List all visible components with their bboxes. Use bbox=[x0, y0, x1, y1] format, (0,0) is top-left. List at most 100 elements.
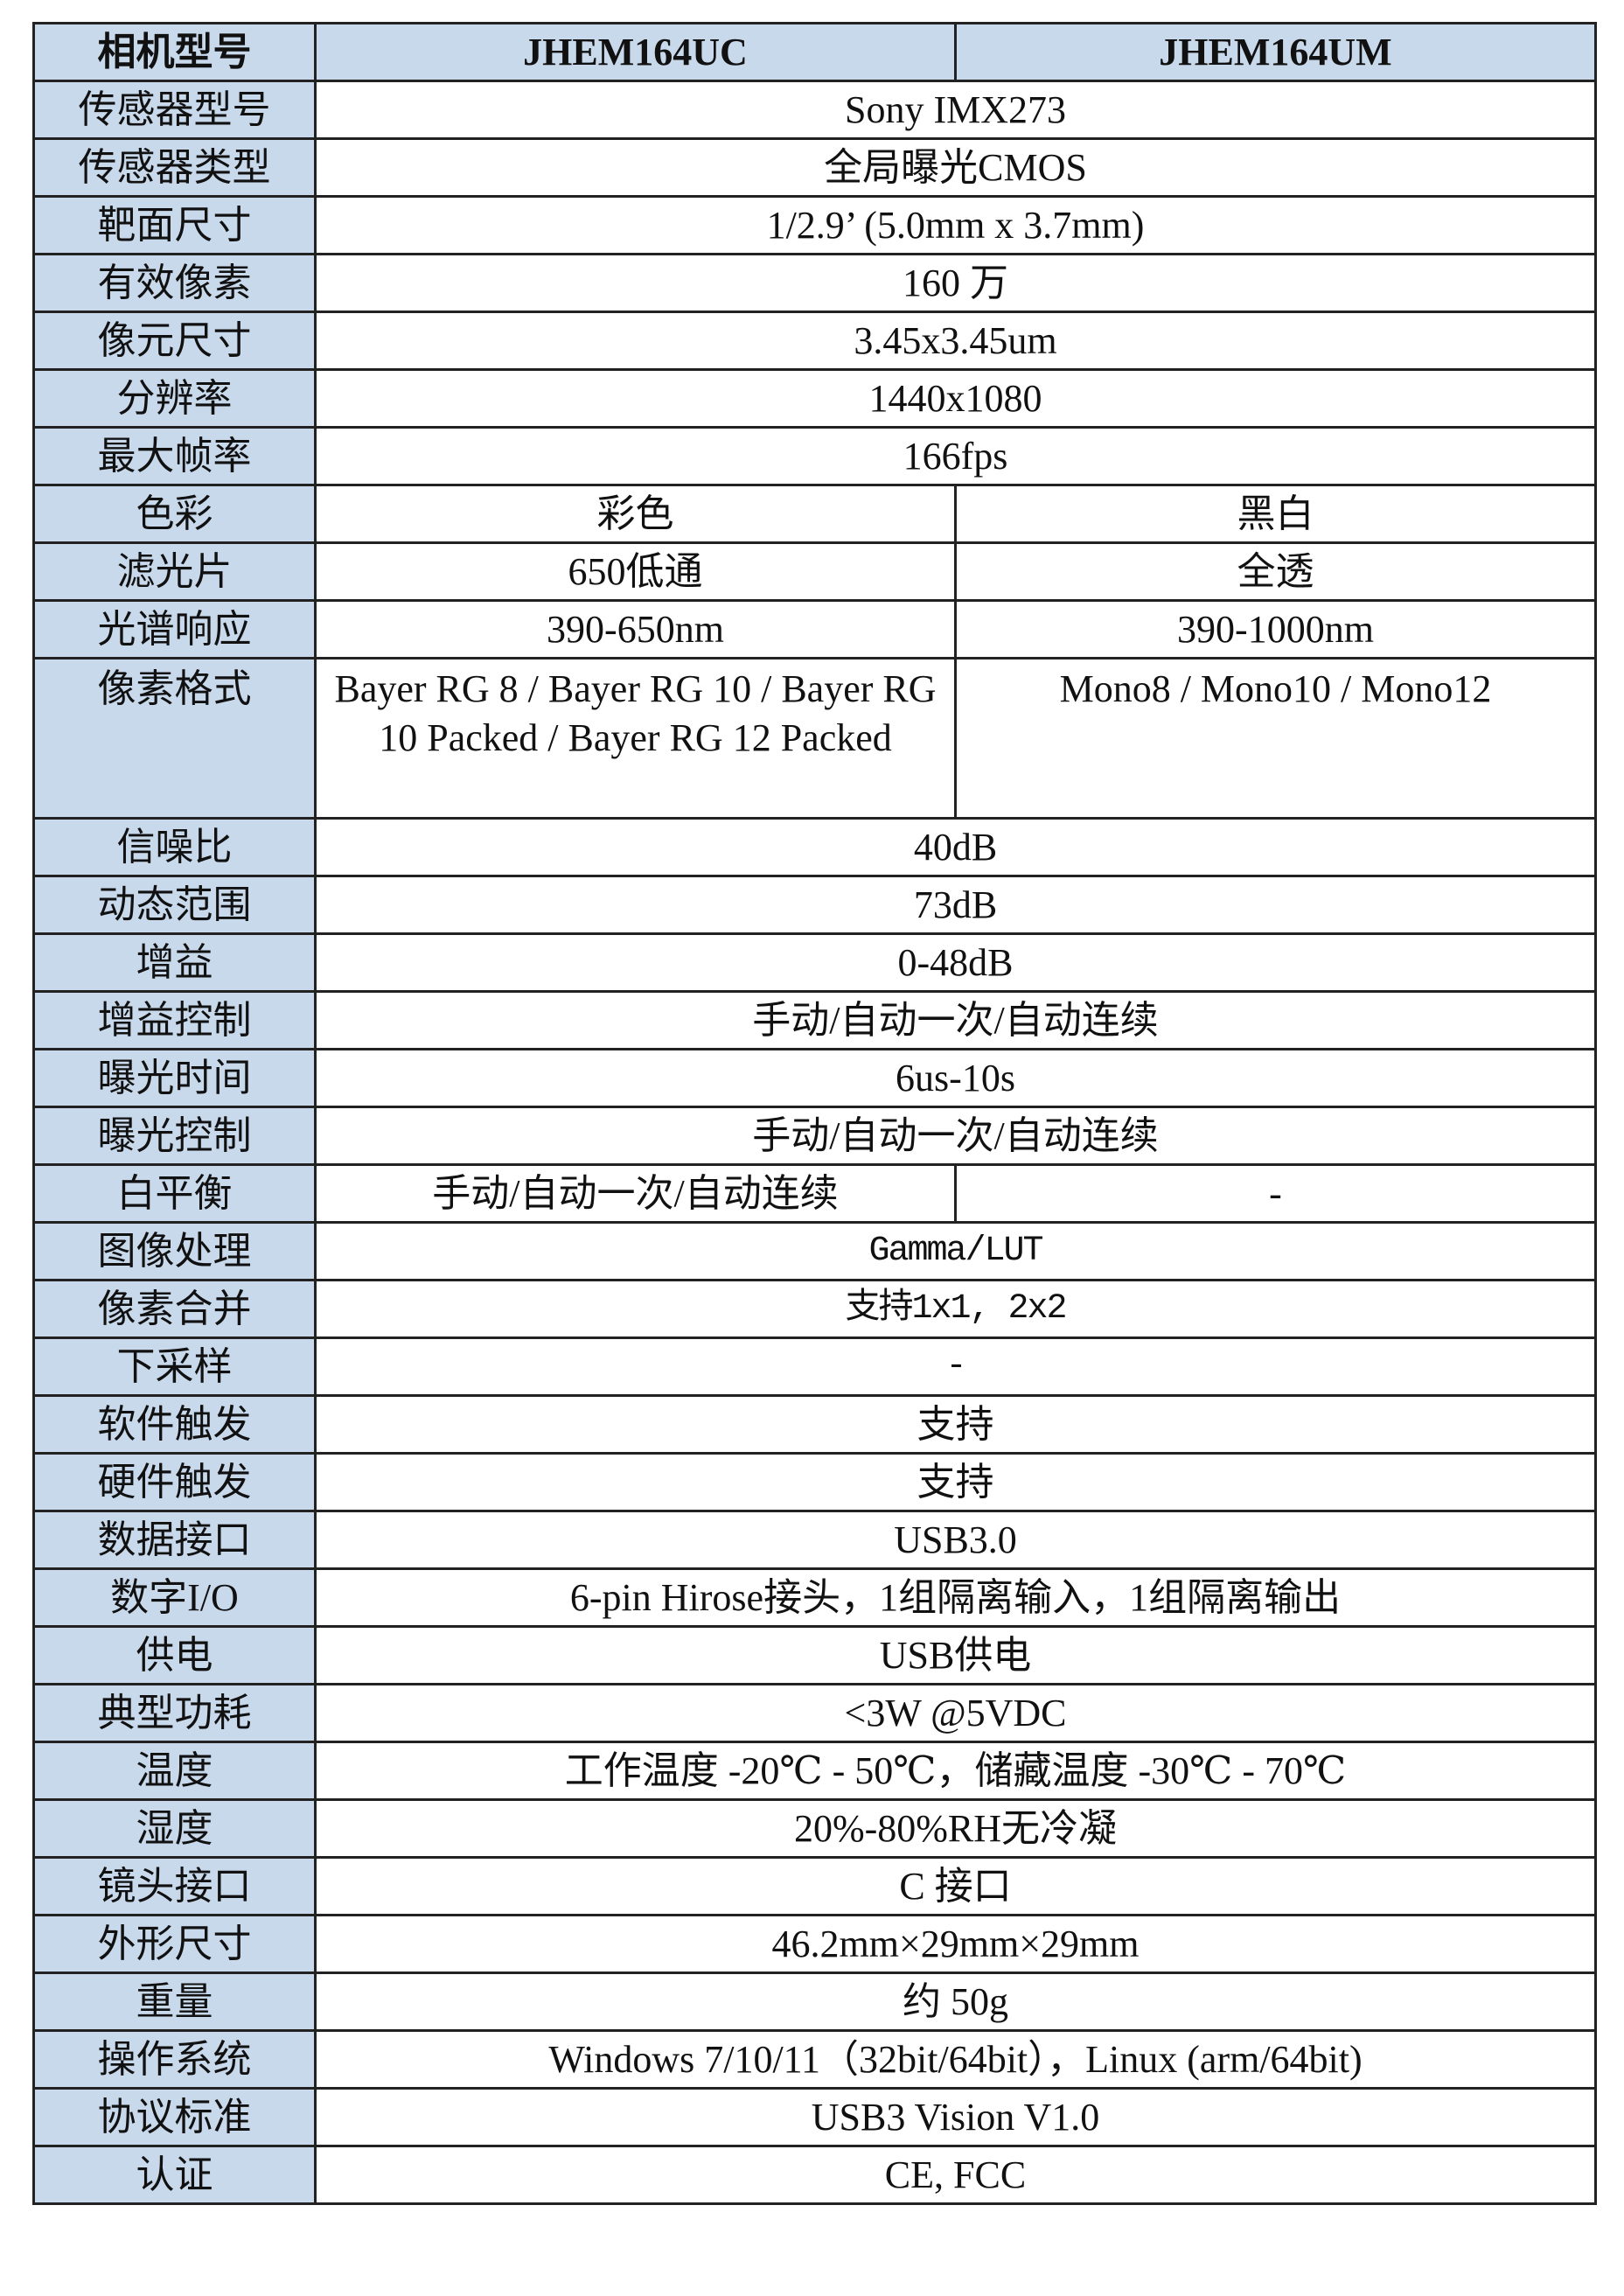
spec-row: 曝光控制 手动/自动一次/自动连续 bbox=[32, 1106, 1597, 1166]
spec-label: 软件触发 bbox=[32, 1394, 317, 1455]
spec-row: 增益 0-48dB bbox=[32, 932, 1597, 993]
spec-value-um: 390-1000nm bbox=[954, 599, 1597, 659]
spec-row: 最大帧率 166fps bbox=[32, 426, 1597, 486]
spec-value: Windows 7/10/11（32bit/64bit），Linux (arm/… bbox=[314, 2029, 1597, 2090]
spec-label: 曝光时间 bbox=[32, 1048, 317, 1108]
spec-label: 有效像素 bbox=[32, 253, 317, 313]
spec-label: 湿度 bbox=[32, 1798, 317, 1859]
spec-row: 曝光时间 6us-10s bbox=[32, 1048, 1597, 1108]
spec-label: 温度 bbox=[32, 1741, 317, 1801]
spec-row: 有效像素 160 万 bbox=[32, 253, 1597, 313]
spec-value: 支持1x1, 2x2 bbox=[314, 1279, 1597, 1339]
spec-label: 最大帧率 bbox=[32, 426, 317, 486]
spec-value: 工作温度 -20℃ - 50℃，储藏温度 -30℃ - 70℃ bbox=[314, 1741, 1597, 1801]
spec-value-um: - bbox=[954, 1163, 1597, 1224]
spec-row: 色彩 彩色 黑白 bbox=[32, 484, 1597, 544]
header-model-um: JHEM164UM bbox=[954, 22, 1597, 82]
spec-row: 图像处理 Gamma/LUT bbox=[32, 1221, 1597, 1281]
spec-label: 协议标准 bbox=[32, 2087, 317, 2147]
spec-value-um: 全透 bbox=[954, 541, 1597, 602]
spec-row: 像素合并 支持1x1, 2x2 bbox=[32, 1279, 1597, 1339]
spec-label: 分辨率 bbox=[32, 368, 317, 429]
spec-value-um: Mono8 / Mono10 / Mono12 bbox=[954, 657, 1597, 820]
spec-row: 传感器型号 Sony IMX273 bbox=[32, 80, 1597, 140]
spec-value: 支持 bbox=[314, 1394, 1597, 1455]
spec-label: 数字I/O bbox=[32, 1567, 317, 1628]
spec-row: 镜头接口 C 接口 bbox=[32, 1856, 1597, 1916]
spec-label: 操作系统 bbox=[32, 2029, 317, 2090]
spec-value-uc: Bayer RG 8 / Bayer RG 10 / Bayer RG 10 P… bbox=[314, 657, 957, 820]
spec-label: 认证 bbox=[32, 2145, 317, 2205]
spec-row: 信噪比 40dB bbox=[32, 817, 1597, 877]
spec-label: 像素合并 bbox=[32, 1279, 317, 1339]
spec-value: USB供电 bbox=[314, 1625, 1597, 1685]
spec-value: USB3 Vision V1.0 bbox=[314, 2087, 1597, 2147]
spec-value: 0-48dB bbox=[314, 932, 1597, 993]
spec-value: 约 50g bbox=[314, 1971, 1597, 2032]
spec-label: 信噪比 bbox=[32, 817, 317, 877]
spec-row: 白平衡 手动/自动一次/自动连续 - bbox=[32, 1163, 1597, 1224]
spec-label: 像素格式 bbox=[32, 657, 317, 820]
spec-value: 166fps bbox=[314, 426, 1597, 486]
spec-row: 湿度 20%-80%RH无冷凝 bbox=[32, 1798, 1597, 1859]
spec-value: 160 万 bbox=[314, 253, 1597, 313]
spec-value: 6us-10s bbox=[314, 1048, 1597, 1108]
spec-label: 典型功耗 bbox=[32, 1683, 317, 1743]
spec-label: 白平衡 bbox=[32, 1163, 317, 1224]
spec-row: 光谱响应 390-650nm 390-1000nm bbox=[32, 599, 1597, 659]
spec-row: 操作系统 Windows 7/10/11（32bit/64bit），Linux (… bbox=[32, 2029, 1597, 2090]
spec-value-uc: 手动/自动一次/自动连续 bbox=[314, 1163, 957, 1224]
spec-label: 数据接口 bbox=[32, 1510, 317, 1570]
spec-row: 增益控制 手动/自动一次/自动连续 bbox=[32, 990, 1597, 1050]
spec-label: 硬件触发 bbox=[32, 1452, 317, 1512]
spec-value: <3W @5VDC bbox=[314, 1683, 1597, 1743]
spec-label: 色彩 bbox=[32, 484, 317, 544]
spec-label: 图像处理 bbox=[32, 1221, 317, 1281]
spec-value: 支持 bbox=[314, 1452, 1597, 1512]
spec-row: 重量约 50g bbox=[32, 1971, 1597, 2032]
spec-value-uc: 390-650nm bbox=[314, 599, 957, 659]
spec-row: 协议标准 USB3 Vision V1.0 bbox=[32, 2087, 1597, 2147]
spec-label: 供电 bbox=[32, 1625, 317, 1685]
spec-value: Sony IMX273 bbox=[314, 80, 1597, 140]
spec-value: - bbox=[314, 1336, 1597, 1397]
spec-label: 增益 bbox=[32, 932, 317, 993]
spec-row: 动态范围 73dB bbox=[32, 875, 1597, 935]
spec-row: 外形尺寸 46.2mm×29mm×29mm bbox=[32, 1914, 1597, 1974]
spec-value: 手动/自动一次/自动连续 bbox=[314, 1106, 1597, 1166]
spec-value: 46.2mm×29mm×29mm bbox=[314, 1914, 1597, 1974]
spec-label: 滤光片 bbox=[32, 541, 317, 602]
spec-value: Gamma/LUT bbox=[314, 1221, 1597, 1281]
spec-row: 像元尺寸 3.45x3.45um bbox=[32, 311, 1597, 371]
spec-value-uc: 彩色 bbox=[314, 484, 957, 544]
spec-value: 20%-80%RH无冷凝 bbox=[314, 1798, 1597, 1859]
spec-row: 下采样 - bbox=[32, 1336, 1597, 1397]
spec-row: 分辨率 1440x1080 bbox=[32, 368, 1597, 429]
spec-row: 数据接口 USB3.0 bbox=[32, 1510, 1597, 1570]
spec-value: 手动/自动一次/自动连续 bbox=[314, 990, 1597, 1050]
spec-value: 73dB bbox=[314, 875, 1597, 935]
spec-label: 传感器型号 bbox=[32, 80, 317, 140]
spec-value: CE, FCC bbox=[314, 2145, 1597, 2205]
spec-label: 动态范围 bbox=[32, 875, 317, 935]
spec-value: 6-pin Hirose接头，1组隔离输入，1组隔离输出 bbox=[314, 1567, 1597, 1628]
spec-value: USB3.0 bbox=[314, 1510, 1597, 1570]
spec-row: 硬件触发 支持 bbox=[32, 1452, 1597, 1512]
header-model-uc: JHEM164UC bbox=[314, 22, 957, 82]
spec-row: 供电 USB供电 bbox=[32, 1625, 1597, 1685]
spec-value: C 接口 bbox=[314, 1856, 1597, 1916]
spec-label: 重量 bbox=[32, 1971, 317, 2032]
spec-row: 像素格式 Bayer RG 8 / Bayer RG 10 / Bayer RG … bbox=[32, 657, 1597, 820]
spec-value: 全局曝光CMOS bbox=[314, 137, 1597, 198]
spec-row: 典型功耗 <3W @5VDC bbox=[32, 1683, 1597, 1743]
spec-row: 数字I/O 6-pin Hirose接头，1组隔离输入，1组隔离输出 bbox=[32, 1567, 1597, 1628]
spec-row: 靶面尺寸 1/2.9’ (5.0mm x 3.7mm) bbox=[32, 195, 1597, 255]
spec-row: 软件触发 支持 bbox=[32, 1394, 1597, 1455]
spec-label: 传感器类型 bbox=[32, 137, 317, 198]
spec-row: 滤光片 650低通 全透 bbox=[32, 541, 1597, 602]
spec-label: 像元尺寸 bbox=[32, 311, 317, 371]
spec-row: 传感器类型 全局曝光CMOS bbox=[32, 137, 1597, 198]
header-label: 相机型号 bbox=[32, 22, 317, 82]
header-row: 相机型号 JHEM164UC JHEM164UM bbox=[32, 22, 1597, 82]
spec-label: 外形尺寸 bbox=[32, 1914, 317, 1974]
